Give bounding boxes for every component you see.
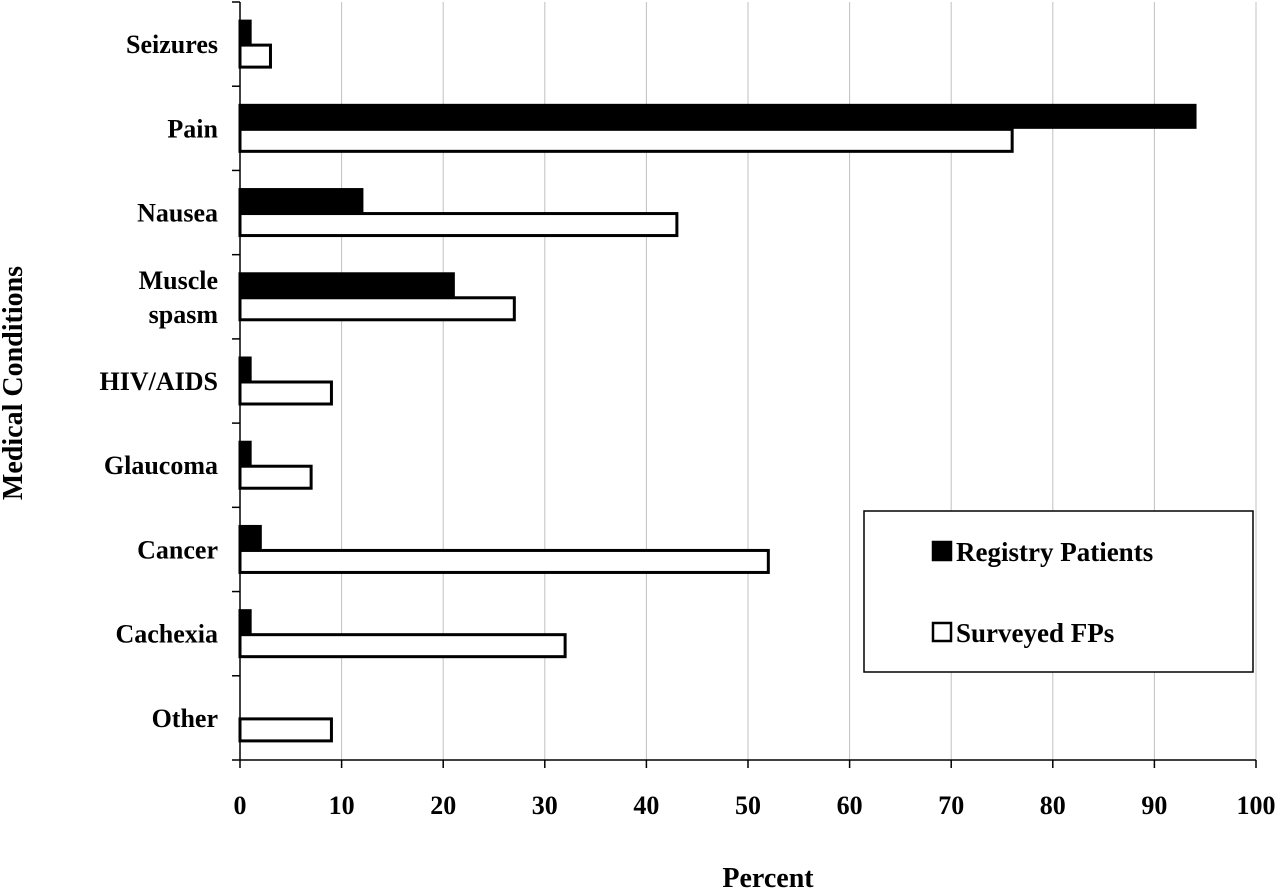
x-tick-label: 0: [234, 791, 247, 820]
x-tick-label: 50: [735, 791, 761, 820]
surveyed-fps-bar: [238, 380, 333, 406]
registry-patients-bar: [238, 524, 262, 550]
registry-patients-bar: [238, 19, 252, 45]
x-tick-label: 60: [837, 791, 863, 820]
x-tick-label: 30: [532, 791, 558, 820]
registry-patients-bar: [238, 272, 455, 298]
x-axis-title: Percent: [722, 863, 814, 891]
legend: Registry Patients Surveyed FPs: [863, 510, 1254, 673]
category-label: Pain: [167, 114, 218, 143]
surveyed-fps-bar: [238, 464, 313, 490]
surveyed-fps-bar: [238, 717, 333, 743]
surveyed-fps-bar: [238, 633, 567, 659]
y-axis-tick-labels: Seizures Pain Nausea Muscle spasm HIV/AIDS Gla…: [100, 30, 219, 733]
x-tick-label: 20: [430, 791, 456, 820]
category-label: Muscle spasm: [139, 266, 219, 329]
category-label: Seizures: [126, 30, 218, 59]
registry-patients-bar: [238, 188, 364, 214]
category-label: Other: [152, 704, 218, 733]
x-tick-label: 40: [633, 791, 659, 820]
registry-patients-bar: [238, 103, 1197, 129]
registry-patients-bar: [238, 609, 252, 635]
surveyed-fps-bar: [238, 212, 679, 238]
surveyed-fps-bar: [238, 127, 1014, 153]
surveyed-fps-bar: [238, 548, 770, 574]
category-label: Cachexia: [115, 620, 218, 649]
surveyed-fps-bar: [238, 296, 516, 322]
x-axis-tick-labels: 0 10 20 30 40 50 60 70 80 90 100: [234, 791, 1276, 820]
legend-swatch: [931, 621, 953, 643]
category-label: Cancer: [137, 535, 218, 564]
x-tick-label: 70: [938, 791, 964, 820]
legend-box: [863, 510, 1254, 673]
y-axis-title: Medical Conditions: [0, 266, 29, 500]
surveyed-fps-bar: [238, 43, 272, 69]
legend-swatch: [931, 540, 953, 562]
category-label: HIV/AIDS: [100, 367, 218, 396]
registry-patients-bar: [238, 440, 252, 466]
x-tick-label: 80: [1040, 791, 1066, 820]
x-tick-label: 100: [1237, 791, 1276, 820]
legend-label: Registry Patients: [956, 537, 1153, 567]
category-label: Nausea: [137, 199, 218, 228]
legend-label: Surveyed FPs: [956, 618, 1114, 648]
axes: [232, 1, 1257, 768]
x-tick-label: 10: [329, 791, 355, 820]
registry-patients-bar: [238, 356, 252, 382]
x-tick-label: 90: [1141, 791, 1167, 820]
category-label: Glaucoma: [104, 451, 218, 480]
